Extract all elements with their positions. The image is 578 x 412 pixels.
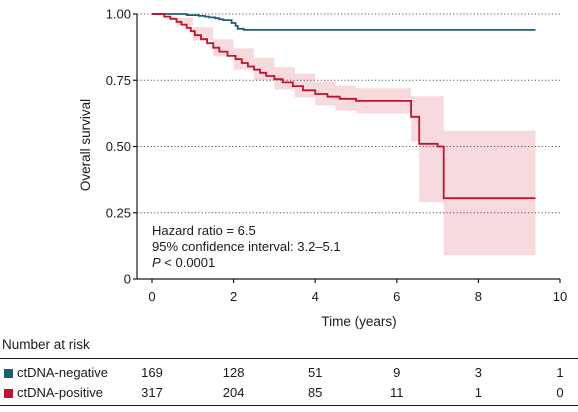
risk-count: 317 [141,385,163,400]
risk-row-ctdna-positive: ctDNA-positive 317 204 85 11 1 0 [0,385,578,403]
y-tick-label: 1.00 [106,7,131,22]
risk-row-label: ctDNA-negative [17,365,109,380]
x-tick-label: 4 [312,289,319,304]
series-line-ctdna-positive [152,13,536,200]
x-axis-title: Time (years) [321,314,396,329]
risk-row-label: ctDNA-positive [17,385,103,400]
survival-chart: 0 0.25 0.50 0.75 1.00 0 2 4 6 8 10 Overall surviva… [78,7,568,330]
risk-count: 9 [393,365,401,380]
annotation-p-symbol: P [152,255,161,270]
gridline-layer [137,13,560,214]
risk-count: 11 [390,385,404,400]
axis-layer: 0 0.25 0.50 0.75 1.00 0 2 4 6 8 10 [106,7,568,305]
y-tick-label: 0.25 [106,205,131,220]
risk-table-top-rule [0,358,578,359]
risk-count: 3 [474,365,482,380]
ci-band-ctdna-positive [152,14,536,256]
x-tick-label: 2 [230,289,237,304]
legend-swatch [4,389,13,398]
legend-swatch [4,369,13,378]
annotation-hazard-ratio: Hazard ratio = 6.5 [152,223,256,238]
risk-table-bottom-rule [0,405,578,406]
y-tick-label: 0.75 [106,73,131,88]
risk-count: 204 [222,385,245,400]
risk-count: 51 [307,365,323,380]
risk-table-title: Number at risk [2,337,90,352]
x-tick-label: 8 [475,289,482,304]
risk-count: 0 [556,385,564,400]
risk-count: 128 [222,365,245,380]
series-layer [152,13,536,200]
risk-row-ctdna-negative: ctDNA-negative 169 128 51 9 3 1 [0,365,578,383]
risk-count: 1 [556,365,564,380]
y-axis-title: Overall survival [78,99,93,191]
annotation-confidence-interval: 95% confidence interval: 3.2–5.1 [152,239,341,254]
x-tick-label: 0 [148,289,155,304]
risk-count: 1 [474,385,482,400]
risk-count: 169 [141,365,163,380]
series-line-ctdna-negative [152,13,536,31]
x-tick-label: 10 [553,289,567,304]
annotation-p-rest: < 0.0001 [161,255,216,270]
x-tick-label: 6 [393,289,400,304]
y-tick-label: 0.50 [106,139,131,154]
y-tick-label: 0 [124,272,131,287]
ci-band-layer [152,14,536,256]
risk-count: 85 [307,385,323,400]
annotation-p-value: P < 0.0001 [152,255,215,270]
